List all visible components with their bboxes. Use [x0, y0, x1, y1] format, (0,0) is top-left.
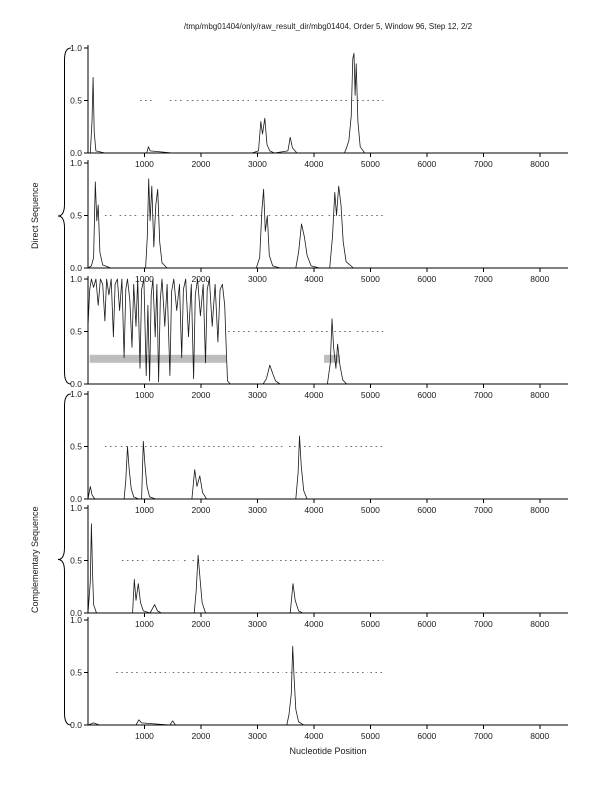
x-tick-label: 1000 — [135, 274, 154, 284]
x-tick-label: 5000 — [361, 505, 380, 515]
x-tick-label: 1000 — [135, 390, 154, 400]
x-axis-label: Nucleotide Position — [289, 746, 367, 756]
panel-3: 0.0 0.5 1.0 1000 2000 3000 4000 5000 6000 7000 800… — [70, 274, 568, 400]
complementary-group-brace — [57, 393, 72, 726]
y-tick-label: 1.0 — [70, 615, 82, 625]
x-tick-label: 7000 — [474, 274, 493, 284]
x-tick-label: 7000 — [474, 390, 493, 400]
y-tick-label: 0.5 — [70, 668, 82, 678]
panel-6: 0.0 0.5 1.0 1000 2000 3000 4000 5000 6000 7000 800… — [70, 615, 568, 741]
probability-curve — [87, 435, 568, 500]
panel-1: 0.0 0.5 1.0 1000 2000 3000 4000 5000 6000 7000 800… — [70, 43, 568, 169]
y-tick-label: 0.0 — [70, 608, 82, 618]
y-tick-label: 0.0 — [70, 148, 82, 158]
y-tick-label: 1.0 — [70, 389, 82, 399]
x-tick-label: 4000 — [304, 274, 323, 284]
x-tick-label: 6000 — [417, 274, 436, 284]
probability-curve — [87, 645, 568, 726]
x-tick-label: 8000 — [530, 619, 549, 629]
x-tick-label: 6000 — [417, 505, 436, 515]
x-tick-label: 5000 — [361, 731, 380, 741]
y-tick-label: 0.0 — [70, 720, 82, 730]
y-tick-label: 0.5 — [70, 211, 82, 221]
x-tick-label: 3000 — [248, 731, 267, 741]
x-tick-label: 6000 — [417, 731, 436, 741]
y-tick-label: 1.0 — [70, 158, 82, 168]
x-tick-label: 2000 — [191, 390, 210, 400]
x-tick-label: 5000 — [361, 274, 380, 284]
x-tick-label: 8000 — [530, 505, 549, 515]
y-tick-label: 0.5 — [70, 327, 82, 337]
x-tick-label: 2000 — [191, 274, 210, 284]
probability-curve — [87, 278, 568, 385]
x-tick-label: 8000 — [530, 159, 549, 169]
shaded-region — [324, 354, 340, 363]
x-tick-label: 2000 — [191, 731, 210, 741]
probability-curve — [87, 178, 568, 269]
y-tick-label: 0.0 — [70, 263, 82, 273]
x-tick-label: 6000 — [417, 390, 436, 400]
y-tick-label: 0.5 — [70, 442, 82, 452]
x-tick-label: 2000 — [191, 505, 210, 515]
x-tick-label: 7000 — [474, 731, 493, 741]
x-tick-label: 7000 — [474, 159, 493, 169]
x-tick-label: 3000 — [248, 619, 267, 629]
plot-title: /tmp/mbg01404/only/raw_result_dir/mbg014… — [183, 22, 473, 31]
x-tick-label: 3000 — [248, 159, 267, 169]
x-tick-label: 4000 — [304, 505, 323, 515]
x-tick-label: 8000 — [530, 390, 549, 400]
panel-5: 0.0 0.5 1.0 1000 2000 3000 4000 5000 6000 7000 800… — [70, 503, 568, 629]
x-tick-label: 1000 — [135, 731, 154, 741]
x-tick-label: 1000 — [135, 505, 154, 515]
direct-group-brace — [57, 47, 72, 385]
y-tick-label: 0.5 — [70, 556, 82, 566]
x-tick-label: 6000 — [417, 159, 436, 169]
probability-curve — [88, 52, 568, 154]
y-tick-label: 1.0 — [70, 503, 82, 513]
y-tick-label: 1.0 — [70, 43, 82, 53]
x-tick-label: 4000 — [304, 159, 323, 169]
panel-4: 0.0 0.5 1.0 1000 2000 3000 4000 5000 6000 7000 800… — [70, 389, 568, 515]
probability-curve — [87, 523, 568, 614]
x-tick-label: 1000 — [135, 619, 154, 629]
x-tick-label: 7000 — [474, 619, 493, 629]
x-tick-label: 1000 — [135, 159, 154, 169]
y-tick-label: 0.5 — [70, 96, 82, 106]
x-tick-label: 3000 — [248, 274, 267, 284]
x-tick-label: 5000 — [361, 619, 380, 629]
x-tick-label: 3000 — [248, 390, 267, 400]
y-tick-label: 1.0 — [70, 274, 82, 284]
x-tick-label: 2000 — [191, 619, 210, 629]
y-tick-label: 0.0 — [70, 494, 82, 504]
x-tick-label: 4000 — [304, 619, 323, 629]
x-tick-label: 8000 — [530, 731, 549, 741]
x-tick-label: 5000 — [361, 159, 380, 169]
x-tick-label: 8000 — [530, 274, 549, 284]
x-tick-label: 7000 — [474, 505, 493, 515]
panel-2: 0.0 0.5 1.0 1000 2000 3000 4000 5000 6000 7000 800… — [70, 158, 568, 284]
x-tick-label: 4000 — [304, 731, 323, 741]
y-tick-label: 0.0 — [70, 379, 82, 389]
x-tick-label: 5000 — [361, 390, 380, 400]
x-tick-label: 6000 — [417, 619, 436, 629]
x-tick-label: 2000 — [191, 159, 210, 169]
x-tick-label: 3000 — [248, 505, 267, 515]
x-tick-label: 4000 — [304, 390, 323, 400]
